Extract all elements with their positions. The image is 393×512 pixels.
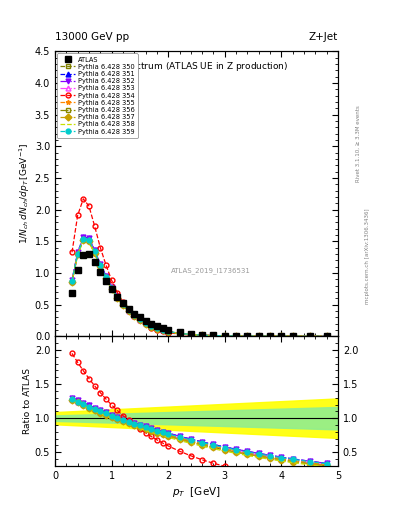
ATLAS (200, 331, 204, 337)
ATLAS (222, 332, 227, 338)
ATLAS (115, 294, 119, 300)
Y-axis label: Ratio to ATLAS: Ratio to ATLAS (23, 368, 32, 434)
ATLAS (211, 332, 216, 338)
ATLAS (81, 252, 86, 258)
ATLAS (86, 251, 91, 257)
ATLAS (166, 327, 171, 333)
Text: $p_T$  spectrum (ATLAS UE in Z production): $p_T$ spectrum (ATLAS UE in Z production… (104, 60, 289, 73)
ATLAS (98, 269, 103, 275)
Y-axis label: $1/N_{ch}\,dN_{ch}/dp_T\,[\mathrm{GeV}^{-1}]$: $1/N_{ch}\,dN_{ch}/dp_T\,[\mathrm{GeV}^{… (17, 143, 32, 244)
Text: Rivet 3.1.10, ≥ 3.3M events: Rivet 3.1.10, ≥ 3.3M events (356, 105, 361, 182)
ATLAS (92, 259, 97, 265)
Text: Z+Jet: Z+Jet (309, 32, 338, 42)
ATLAS (307, 333, 312, 339)
ATLAS (279, 333, 284, 339)
Legend: ATLAS, Pythia 6.428 350, Pythia 6.428 351, Pythia 6.428 352, Pythia 6.428 353, P: ATLAS, Pythia 6.428 350, Pythia 6.428 35… (57, 53, 138, 138)
ATLAS (324, 333, 329, 339)
ATLAS (234, 333, 239, 339)
ATLAS (154, 324, 159, 330)
ATLAS (268, 333, 272, 339)
Text: ATLAS_2019_I1736531: ATLAS_2019_I1736531 (171, 267, 251, 273)
ATLAS (290, 333, 295, 339)
ATLAS (245, 333, 250, 339)
Text: mcplots.cern.ch [arXiv:1306.3436]: mcplots.cern.ch [arXiv:1306.3436] (365, 208, 370, 304)
ATLAS (256, 333, 261, 339)
ATLAS (132, 310, 137, 316)
ATLAS (104, 278, 108, 284)
ATLAS (149, 321, 154, 327)
ATLAS (121, 301, 125, 307)
Text: 13000 GeV pp: 13000 GeV pp (55, 32, 129, 42)
ATLAS (70, 290, 74, 296)
ATLAS (189, 331, 193, 337)
ATLAS (126, 306, 131, 312)
ATLAS (109, 286, 114, 292)
ATLAS (160, 325, 165, 331)
ATLAS (138, 314, 142, 321)
ATLAS (143, 318, 148, 324)
X-axis label: $p_T$  [GeV]: $p_T$ [GeV] (172, 485, 221, 499)
Line: ATLAS: ATLAS (69, 251, 329, 339)
ATLAS (75, 267, 80, 273)
ATLAS (177, 329, 182, 335)
